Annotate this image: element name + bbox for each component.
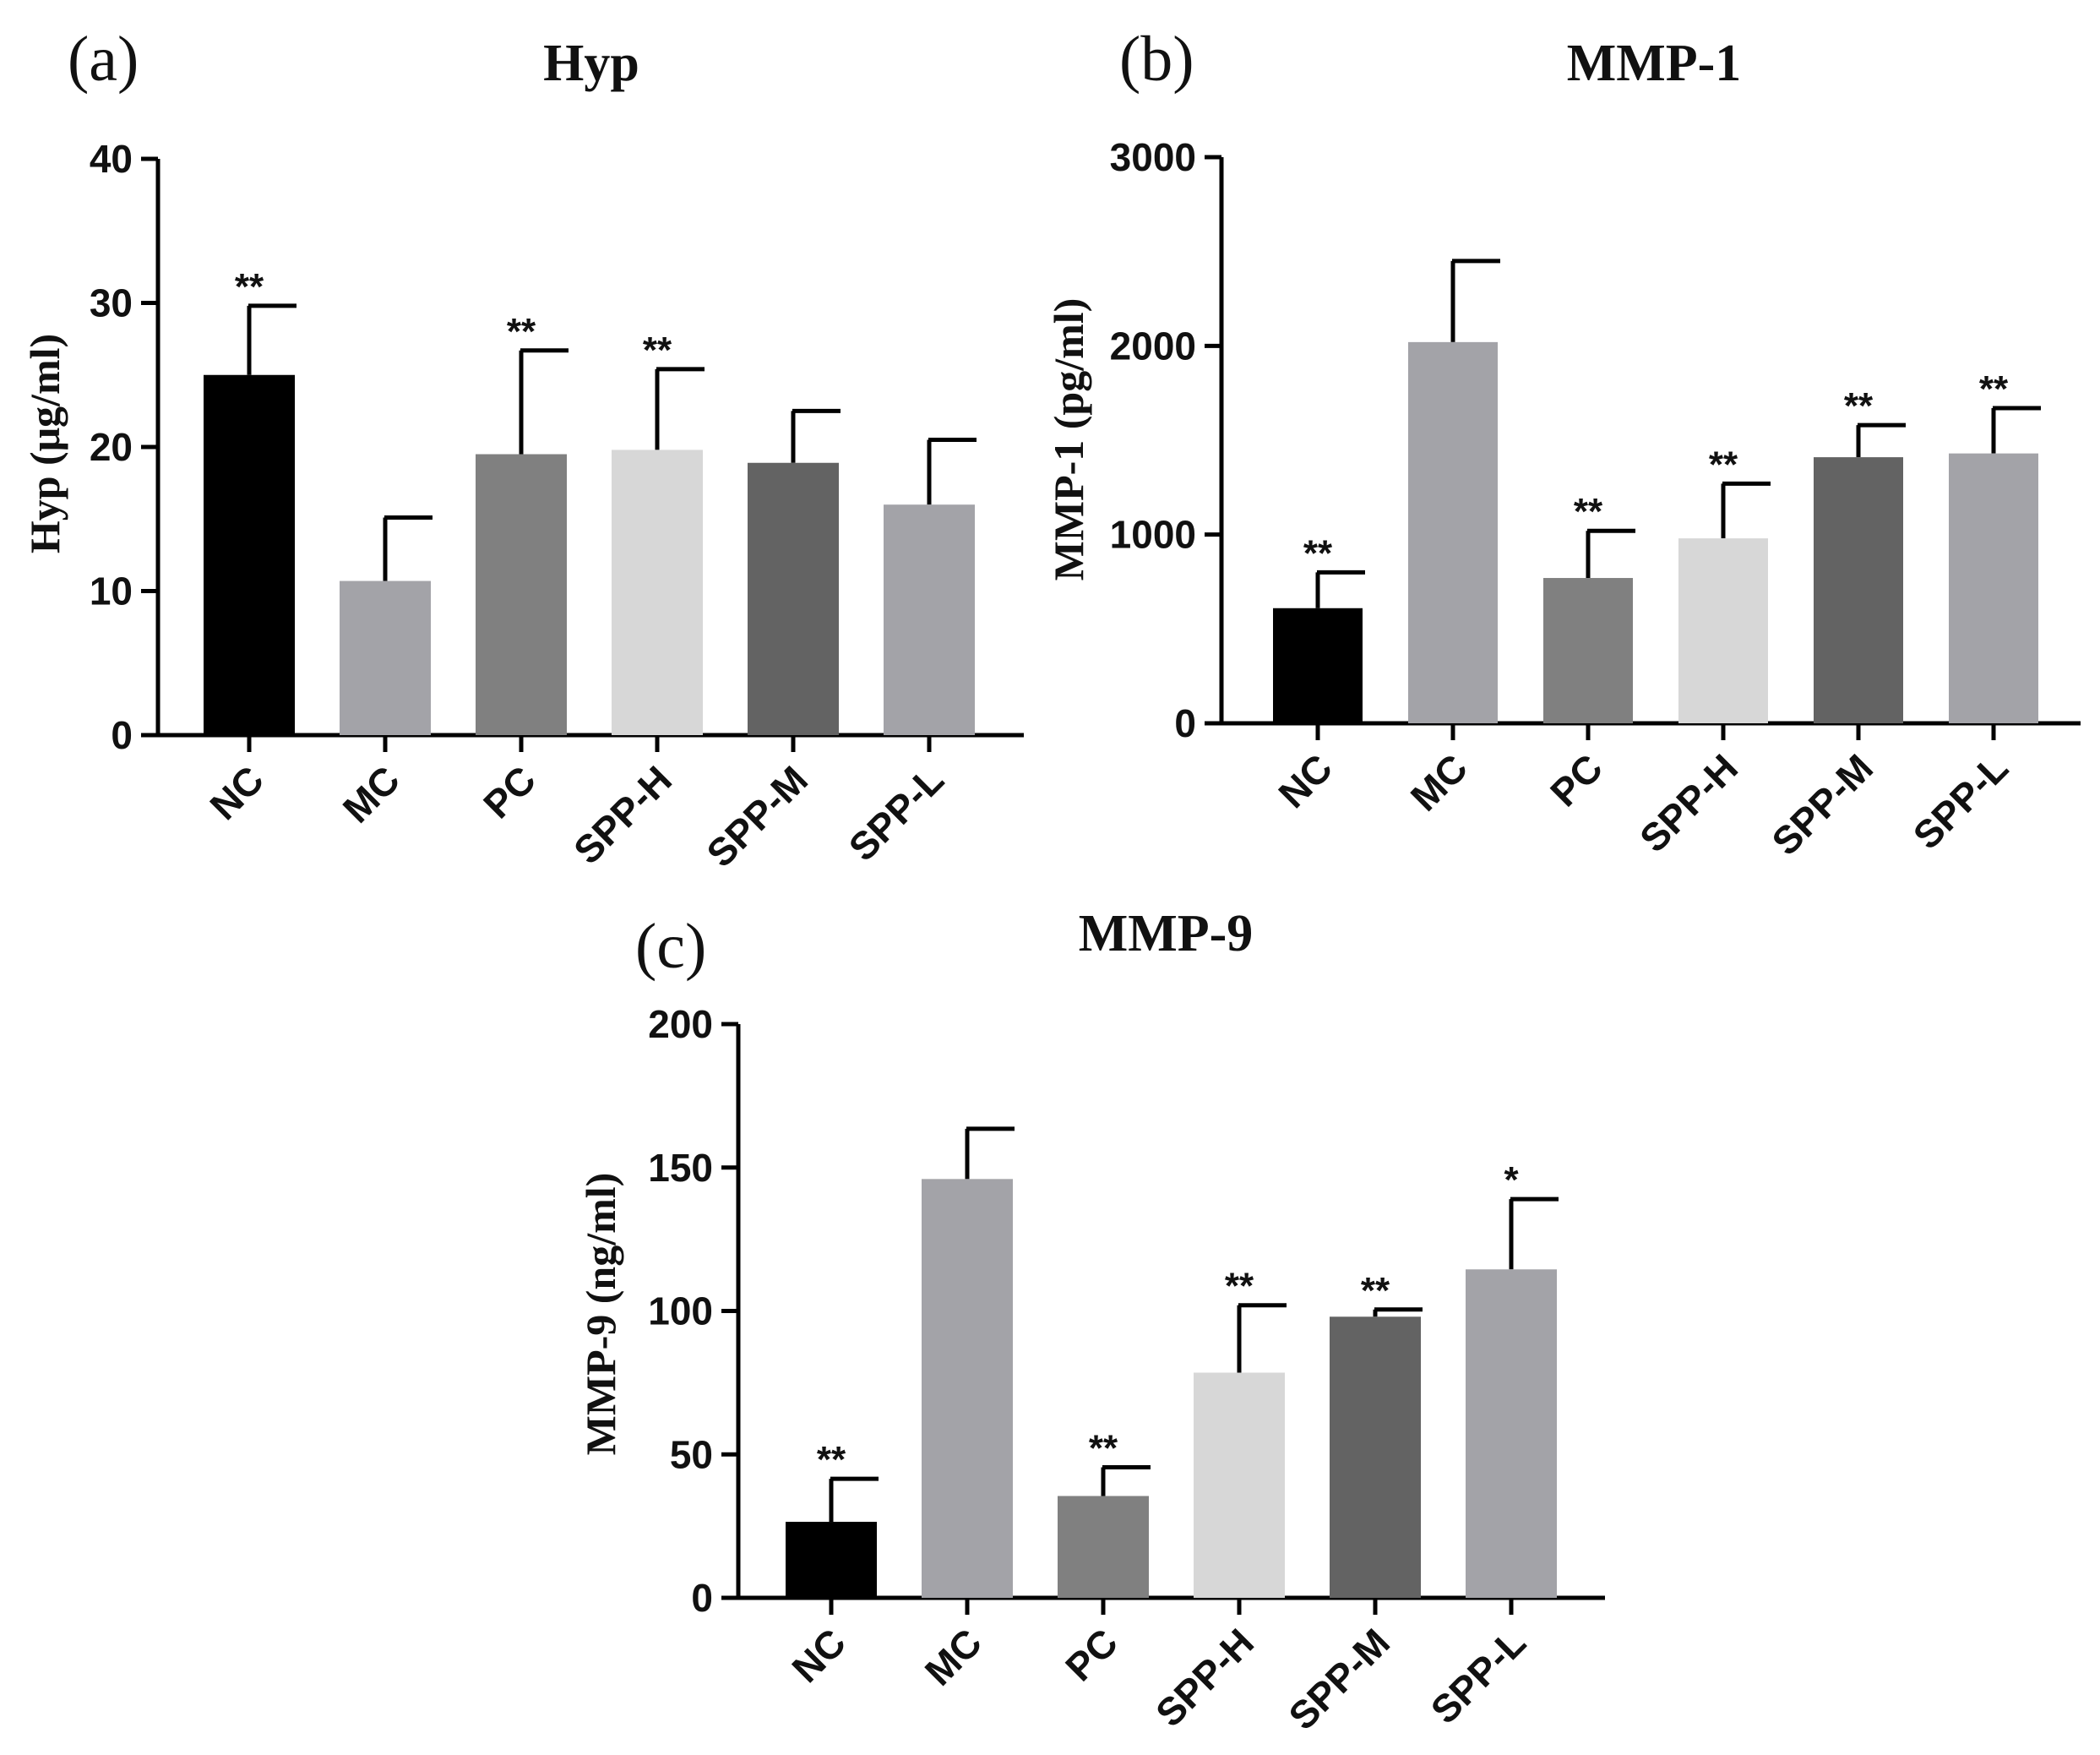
significance-mmp-9-spp-l: * [1504, 1159, 1519, 1201]
y-tick-label-hyp-0: 0 [111, 713, 133, 757]
x-tick-label-mmp-1-spp-m: SPP-M [1763, 745, 1881, 864]
significance-hyp-spp-h: ** [643, 330, 672, 371]
y-tick-label-mmp-1-1: 1000 [1110, 513, 1196, 557]
x-tick-label-hyp-nc: NC [201, 757, 272, 828]
bar-hyp-spp-h [612, 450, 703, 735]
significance-hyp-pc: ** [507, 311, 536, 352]
x-tick-label-hyp-spp-l: SPP-L [841, 757, 953, 869]
y-tick-label-mmp-9-3: 150 [648, 1146, 713, 1190]
bar-mmp-1-spp-m [1814, 457, 1903, 723]
bar-mmp-9-spp-h [1194, 1372, 1285, 1598]
x-tick-label-mmp-1-nc: NC [1270, 745, 1341, 816]
significance-mmp-1-pc: ** [1574, 491, 1603, 532]
bar-mmp-9-mc [922, 1179, 1013, 1598]
chart-area-mmp9: 0 50 100 150 200 ** NC MC ** PC ** SPP-H ** SPP-M * SPP… [648, 1002, 1605, 1738]
x-tick-label-mmp-9-spp-l: SPP-L [1423, 1620, 1535, 1732]
x-tick-label-mmp-9-mc: MC [917, 1620, 990, 1693]
x-tick-label-hyp-mc: MC [335, 757, 408, 831]
x-tick-label-hyp-spp-m: SPP-M [698, 757, 816, 875]
y-tick-label-mmp-1-0: 0 [1174, 701, 1196, 745]
significance-mmp-9-spp-h: ** [1225, 1266, 1254, 1307]
bar-hyp-pc [476, 454, 567, 735]
bar-mmp-1-pc [1543, 578, 1633, 723]
bar-mmp-1-mc [1408, 341, 1498, 723]
chart-area-mmp1: 0 1000 2000 3000 ** NC MC ** PC ** SPP-H ** SPP-M ** S… [1110, 135, 2081, 864]
y-tick-label-mmp-1-3: 3000 [1110, 135, 1196, 179]
y-tick-label-mmp-9-4: 200 [648, 1002, 713, 1046]
bar-mmp-1-nc [1273, 608, 1363, 723]
bar-mmp-9-spp-m [1330, 1316, 1421, 1598]
x-tick-label-mmp-9-pc: PC [1057, 1620, 1126, 1689]
x-tick-label-mmp-9-spp-m: SPP-M [1280, 1620, 1398, 1738]
significance-mmp-1-spp-m: ** [1844, 385, 1874, 427]
significance-mmp-9-pc: ** [1089, 1428, 1118, 1469]
panel-letter-b: (b) [1119, 24, 1194, 95]
panel-a: (a) Hyp Hyp (μg/ml) 0 10 20 30 40 ** NC MC ** PC *… [21, 24, 1024, 875]
y-tick-label-mmp-9-1: 50 [670, 1432, 713, 1476]
x-tick-label-mmp-9-nc: NC [783, 1620, 854, 1691]
y-axis-label-mmp9: MMP-9 (ng/ml) [577, 1173, 624, 1456]
significance-mmp-9-nc: ** [817, 1439, 846, 1480]
y-axis-label-mmp1: MMP-1 (pg/ml) [1045, 298, 1092, 581]
panel-b: (b) MMP-1 MMP-1 (pg/ml) 0 1000 2000 3000 ** N… [1045, 24, 2081, 864]
y-tick-label-hyp-2: 20 [90, 425, 133, 469]
significance-mmp-1-nc: ** [1303, 532, 1333, 574]
x-tick-label-hyp-pc: PC [475, 757, 544, 826]
y-tick-label-mmp-9-2: 100 [648, 1289, 713, 1333]
x-tick-label-mmp-9-spp-h: SPP-H [1147, 1620, 1262, 1735]
y-axis-label-hyp: Hyp (μg/ml) [21, 334, 68, 553]
significance-hyp-nc: ** [235, 266, 264, 308]
bar-mmp-1-spp-h [1678, 538, 1768, 723]
panel-letter-c: (c) [635, 911, 706, 982]
panel-title-mmp1: MMP-1 [1567, 35, 1742, 92]
panel-title-mmp9: MMP-9 [1079, 905, 1254, 962]
y-tick-label-mmp-1-2: 2000 [1110, 324, 1196, 368]
x-tick-label-mmp-1-pc: PC [1542, 745, 1611, 815]
y-tick-label-hyp-3: 30 [90, 281, 133, 325]
bar-hyp-spp-m [748, 462, 839, 735]
x-tick-label-mmp-1-mc: MC [1402, 745, 1476, 819]
significance-mmp-1-spp-h: ** [1709, 444, 1738, 485]
bar-mmp-9-spp-l [1466, 1269, 1557, 1598]
panel-title-hyp: Hyp [543, 35, 639, 92]
x-tick-label-mmp-1-spp-h: SPP-H [1631, 745, 1746, 860]
bar-mmp-1-spp-l [1949, 453, 2038, 723]
bar-mmp-9-pc [1058, 1496, 1149, 1598]
bar-mmp-9-nc [786, 1522, 877, 1598]
bar-hyp-spp-l [884, 504, 975, 735]
bar-hyp-nc [204, 374, 295, 735]
bar-hyp-mc [340, 580, 431, 735]
panel-c: (c) MMP-9 MMP-9 (ng/ml) 0 50 100 150 200 ** NC… [577, 905, 1605, 1738]
chart-area-hyp: 0 10 20 30 40 ** NC MC ** PC ** SPP-H SPP-M SPP-L [90, 137, 1024, 875]
y-tick-label-hyp-1: 10 [90, 570, 133, 613]
x-tick-label-mmp-1-spp-l: SPP-L [1905, 745, 2017, 858]
significance-mmp-9-spp-m: ** [1361, 1270, 1390, 1311]
y-tick-label-mmp-9-0: 0 [691, 1576, 713, 1620]
panel-letter-a: (a) [68, 24, 139, 95]
significance-mmp-1-spp-l: ** [1979, 368, 2009, 410]
x-tick-label-hyp-spp-h: SPP-H [565, 757, 680, 872]
y-tick-label-hyp-4: 40 [90, 137, 133, 181]
